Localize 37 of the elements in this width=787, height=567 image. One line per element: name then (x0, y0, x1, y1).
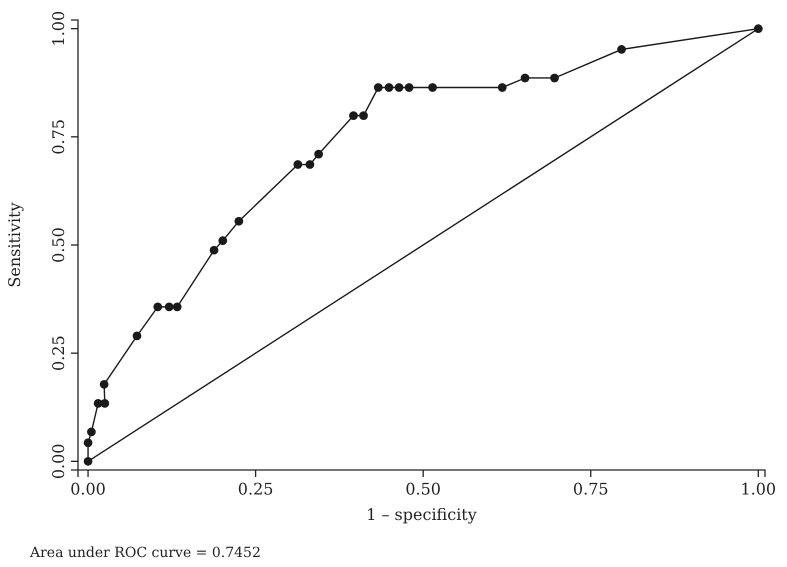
point (374, 83, 383, 92)
point (293, 160, 302, 169)
x-tick-label: 0.50 (405, 479, 441, 498)
point (384, 83, 394, 92)
point (132, 332, 142, 340)
point (349, 111, 358, 120)
point (84, 438, 92, 448)
y-tick-label: 1.00 (49, 10, 68, 46)
point (498, 83, 507, 92)
point (100, 380, 109, 389)
y-tick-label: 0.25 (49, 335, 68, 371)
x-tick-label: 0.25 (238, 479, 274, 498)
point (314, 150, 323, 158)
point (359, 111, 368, 120)
point (164, 302, 174, 312)
x-axis-title: 1 – specificity (366, 505, 477, 524)
point (172, 302, 182, 312)
point (218, 236, 228, 246)
point (617, 45, 626, 54)
x-tick-label: 0.00 (70, 479, 106, 498)
point (550, 74, 559, 82)
point (234, 216, 244, 226)
y-tick-label: 0.50 (49, 227, 68, 263)
point (428, 83, 437, 92)
point (520, 74, 530, 82)
y-tick-label: 0.75 (49, 119, 68, 155)
point (404, 83, 414, 92)
x-tick-label: 1.00 (740, 479, 776, 498)
point (394, 83, 404, 92)
point (100, 399, 110, 408)
point (210, 246, 218, 255)
point (153, 302, 162, 312)
text: Area under ROC curve = 0.7452 (29, 545, 261, 561)
point (87, 428, 96, 436)
point (306, 160, 314, 169)
y-axis-title: Sensitivity (5, 202, 24, 288)
x-tick-label: 0.75 (572, 479, 609, 498)
